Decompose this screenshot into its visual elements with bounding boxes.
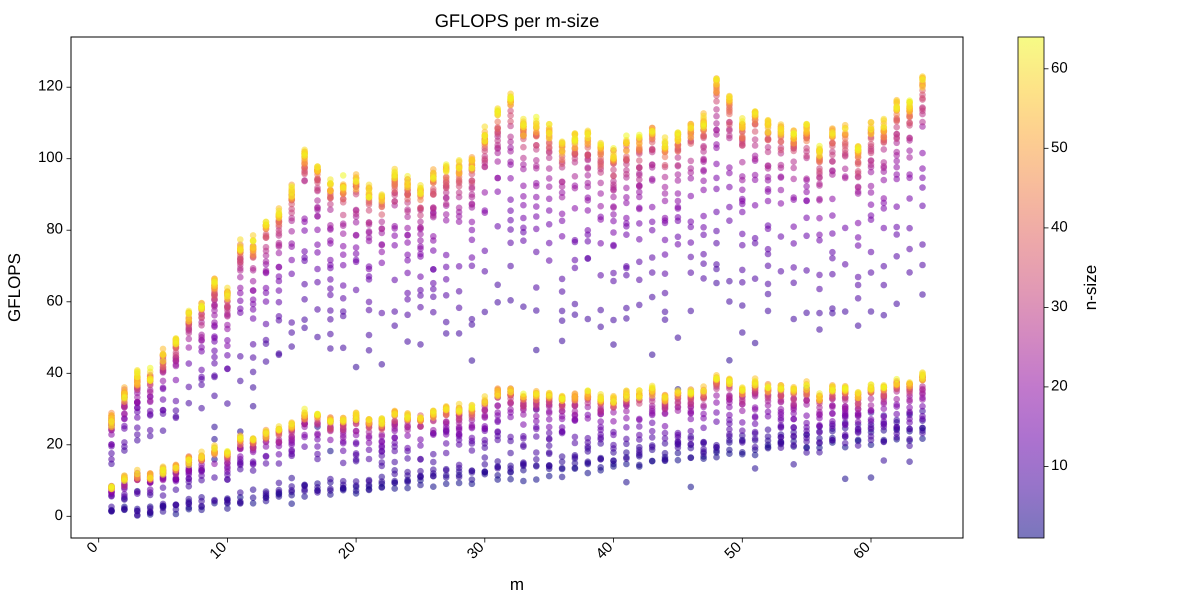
svg-text:20: 20 xyxy=(46,435,63,452)
svg-text:50: 50 xyxy=(1051,139,1068,156)
svg-text:60: 60 xyxy=(46,292,63,309)
svg-text:n-size: n-size xyxy=(1081,265,1100,310)
svg-text:40: 40 xyxy=(46,364,63,381)
svg-text:GFLOPS: GFLOPS xyxy=(5,253,24,322)
svg-text:20: 20 xyxy=(1051,377,1068,394)
svg-text:80: 80 xyxy=(46,221,63,238)
svg-text:0: 0 xyxy=(55,507,63,524)
svg-text:40: 40 xyxy=(1051,218,1068,235)
svg-text:60: 60 xyxy=(1051,59,1068,76)
svg-text:120: 120 xyxy=(38,78,63,95)
svg-text:30: 30 xyxy=(1051,298,1068,315)
svg-text:10: 10 xyxy=(1051,457,1068,474)
svg-text:m: m xyxy=(510,575,524,594)
svg-text:GFLOPS per m-size: GFLOPS per m-size xyxy=(435,10,600,31)
svg-text:100: 100 xyxy=(38,149,63,166)
